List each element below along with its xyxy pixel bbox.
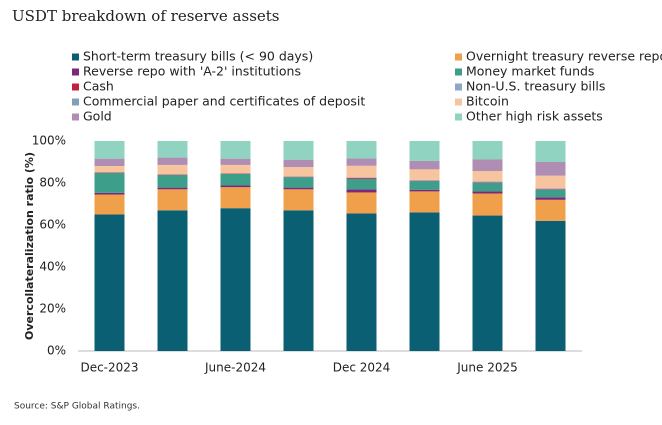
bar-segment	[221, 174, 251, 186]
bar-segment	[221, 159, 251, 165]
bar-segment	[95, 159, 125, 166]
chart-title: USDT breakdown of reserve assets	[12, 7, 280, 25]
y-tick-label: 40%	[39, 260, 66, 274]
bar-segment	[473, 159, 503, 171]
bar-segment	[410, 180, 440, 181]
x-tick-label: June 2025	[456, 361, 518, 375]
legend-label: Money market funds	[466, 64, 594, 79]
legend-label: Non-U.S. treasury bills	[466, 79, 605, 94]
bar-segment	[221, 187, 251, 208]
bar-segment	[536, 188, 566, 189]
legend-label: Overnight treasury reverse repo	[466, 49, 662, 64]
bar-segment	[284, 177, 314, 188]
legend-swatch	[455, 84, 462, 91]
bar-segment	[347, 178, 377, 179]
y-tick-label: 60%	[39, 218, 66, 232]
bar-segment	[473, 191, 503, 193]
bar-segment	[536, 190, 566, 197]
legend-label: Cash	[83, 79, 114, 94]
bar-segment	[410, 190, 440, 192]
bar-segment	[221, 186, 251, 188]
bar-segment	[158, 210, 188, 351]
x-tick-label: Dec-2023	[80, 361, 138, 375]
legend-swatch	[455, 99, 462, 106]
bar-segment	[158, 141, 188, 158]
bar-segment	[536, 162, 566, 176]
legend-swatch	[455, 114, 462, 121]
bar-segment	[158, 158, 188, 165]
bar-segment	[473, 216, 503, 351]
bar-segment	[410, 181, 440, 189]
bar-segment	[536, 197, 566, 200]
bar-segment	[473, 183, 503, 191]
y-tick-label: 80%	[39, 176, 66, 190]
bar-segment	[536, 176, 566, 189]
bar-segment	[284, 167, 314, 176]
legend-label: Bitcoin	[466, 94, 509, 109]
bar-segment	[158, 175, 188, 188]
bar-segment	[284, 189, 314, 210]
bar-segment	[221, 165, 251, 173]
legend-swatch	[455, 69, 462, 76]
bar-segment	[410, 141, 440, 161]
y-tick-label: 100%	[32, 134, 66, 148]
legend-swatch	[72, 54, 79, 61]
y-tick-label: 0%	[47, 344, 66, 358]
bar-segment	[473, 182, 503, 183]
bar-segment	[473, 141, 503, 159]
source: Source: S&P Global Ratings.	[14, 402, 140, 412]
legend-swatch	[72, 114, 79, 121]
legend-label: Gold	[83, 109, 112, 124]
y-tick-label: 20%	[39, 302, 66, 316]
bar-segment	[347, 213, 377, 351]
bar-segment	[284, 160, 314, 167]
bar-segment	[536, 189, 566, 190]
bar-segment	[158, 165, 188, 174]
bar-segment	[95, 193, 125, 195]
bar-segment	[95, 166, 125, 172]
bar-segment	[158, 188, 188, 190]
bar-segment	[221, 141, 251, 159]
bar-segment	[536, 141, 566, 162]
x-tick-label: June-2024	[204, 361, 266, 375]
bar-segment	[95, 215, 125, 352]
x-tick-label: Dec 2024	[333, 361, 391, 375]
bar-segment	[284, 210, 314, 351]
legend-label: Reverse repo with 'A-2' institutions	[83, 64, 301, 79]
bar-segment	[347, 179, 377, 190]
legend-label: Short-term treasury bills (< 90 days)	[83, 49, 313, 64]
legend-label: Other high risk assets	[466, 109, 603, 124]
bar-segment	[284, 141, 314, 160]
bar-segment	[347, 192, 377, 213]
bar-segment	[410, 212, 440, 351]
bar-segment	[536, 200, 566, 221]
bar-segment	[473, 171, 503, 182]
legend-label: Commercial paper and certificates of dep…	[83, 94, 365, 109]
bar-segment	[158, 189, 188, 210]
bar-segment	[95, 173, 125, 193]
bar-segment	[347, 158, 377, 165]
legend-swatch	[72, 84, 79, 91]
y-axis-label: Overcollateralization ratio (%)	[23, 152, 36, 340]
bar-segment	[284, 188, 314, 190]
bar-segment	[410, 161, 440, 169]
bar-segment	[347, 141, 377, 158]
legend-swatch	[72, 69, 79, 76]
bar-segment	[536, 221, 566, 351]
bar-segment	[473, 194, 503, 216]
bar-segment	[95, 195, 125, 215]
bar-segment	[347, 166, 377, 178]
legend-swatch	[455, 54, 462, 61]
bar-segment	[95, 141, 125, 159]
bar-segment	[221, 208, 251, 351]
legend-swatch	[72, 99, 79, 106]
bar-segment	[410, 169, 440, 180]
bar-segment	[347, 189, 377, 192]
bar-segment	[410, 191, 440, 212]
